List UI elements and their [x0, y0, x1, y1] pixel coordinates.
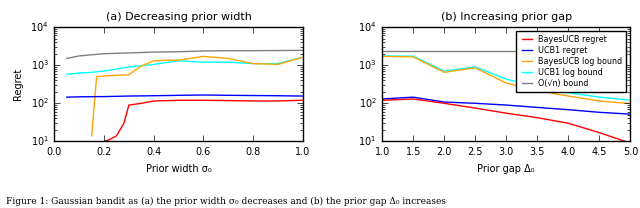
Y-axis label: Regret: Regret	[13, 68, 24, 100]
X-axis label: Prior width σ₀: Prior width σ₀	[146, 164, 211, 174]
Legend: BayesUCB regret, UCB1 regret, BayesUCB log bound, UCB1 log bound, O(√n) bound: BayesUCB regret, UCB1 regret, BayesUCB l…	[516, 31, 627, 92]
Title: (a) Decreasing prior width: (a) Decreasing prior width	[106, 12, 252, 22]
Title: (b) Increasing prior gap: (b) Increasing prior gap	[441, 12, 572, 22]
X-axis label: Prior gap Δ₀: Prior gap Δ₀	[477, 164, 535, 174]
Text: Figure 1: Gaussian bandit as (a) the prior width σ₀ decreases and (b) the prior : Figure 1: Gaussian bandit as (a) the pri…	[6, 197, 447, 206]
